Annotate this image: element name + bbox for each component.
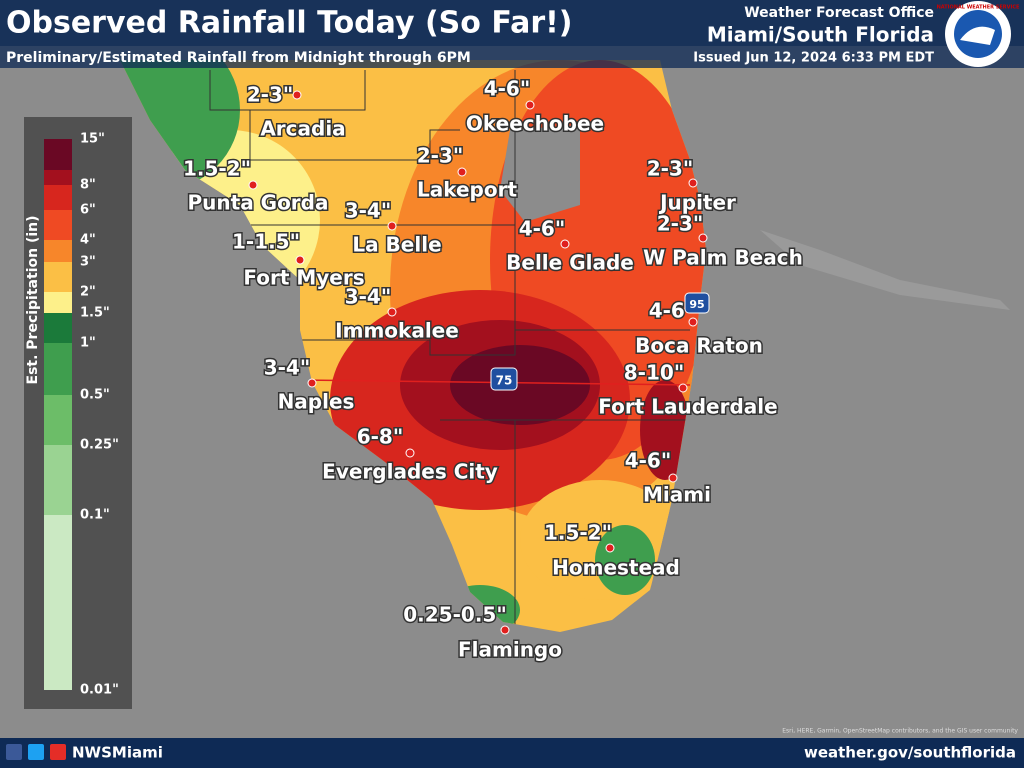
place-dot [560, 239, 570, 249]
place-dot [525, 100, 535, 110]
legend-label: 0.01" [80, 683, 119, 698]
rain-amount: 3-4" [345, 199, 392, 223]
rain-amount: 6-8" [357, 425, 404, 449]
legend-label: 3" [80, 255, 96, 270]
place-name: Punta Gorda [188, 191, 329, 215]
legend-label: 4" [80, 233, 96, 248]
place-dot [387, 221, 397, 231]
place-name: W Palm Beach [643, 246, 803, 270]
legend-swatch [44, 139, 72, 170]
legend: Est. Precipitation (in) 15" 8" 6" 4" 3" 2" 1.5… [24, 117, 132, 709]
rain-amount: 8-10" [624, 361, 684, 385]
rain-amount: 4-6" [484, 77, 531, 101]
header-bar [0, 0, 1024, 46]
legend-label: 15" [80, 132, 105, 147]
rain-amount: 1.5-2" [544, 521, 612, 545]
place-name: Belle Glade [506, 251, 634, 275]
rain-amount: 0.25-0.5" [403, 603, 507, 627]
legend-label: 0.1" [80, 508, 110, 523]
legend-label: 0.5" [80, 388, 110, 403]
place-dot [307, 378, 317, 388]
office-line: Weather Forecast Office [744, 5, 934, 21]
rain-amount: 4-6" [625, 449, 672, 473]
attribution: Esri, HERE, Garmin, OpenStreetMap contri… [782, 728, 1018, 735]
place-name: Boca Raton [635, 334, 763, 358]
rain-amount: 2-3" [647, 157, 694, 181]
place-name: Okeechobee [466, 112, 604, 136]
legend-swatch [44, 445, 72, 515]
office: Miami/South Florida [707, 23, 934, 47]
place-dot [688, 317, 698, 327]
legend-label: 0.25" [80, 438, 119, 453]
twitter-icon[interactable] [28, 744, 44, 760]
legend-swatch [44, 210, 72, 240]
social-handle[interactable]: NWSMiami [72, 744, 163, 762]
place-dot [295, 255, 305, 265]
place-name: Naples [278, 390, 355, 414]
legend-label: 1" [80, 336, 96, 351]
place-name: La Belle [352, 233, 441, 257]
place-labels: 2-3" Arcadia 4-6" Okeechobee 1.5-2" Punta Gor… [181, 75, 804, 663]
place-name: Everglades City [322, 460, 498, 484]
place-name: Miami [643, 483, 711, 507]
legend-label: 1.5" [80, 306, 110, 321]
legend-swatch [44, 313, 72, 343]
footer-bar [0, 738, 1024, 768]
place-dot [387, 307, 397, 317]
youtube-icon[interactable] [50, 744, 66, 760]
rain-amount: 3-4" [345, 285, 392, 309]
legend-label: 6" [80, 203, 96, 218]
nws-logo: NATIONAL WEATHER SERVICE [937, 1, 1020, 67]
issued: Issued Jun 12, 2024 6:33 PM EDT [693, 51, 934, 66]
rain-amount: 2-3" [657, 212, 704, 236]
place-dot [457, 167, 467, 177]
place-dot [678, 383, 688, 393]
place-name: Lakeport [417, 178, 517, 202]
legend-swatch [44, 343, 72, 395]
place-name: Flamingo [458, 638, 562, 662]
legend-swatch [44, 240, 72, 262]
place-name: Immokalee [335, 319, 459, 343]
rain-amount: 1-1.5" [232, 230, 300, 254]
place-dot [405, 448, 415, 458]
legend-swatch [44, 515, 72, 690]
place-name: Arcadia [260, 117, 345, 141]
rain-amount: 2-3" [417, 144, 464, 168]
subtitle: Preliminary/Estimated Rainfall from Midn… [6, 50, 471, 66]
logo-text: NATIONAL WEATHER SERVICE [937, 5, 1020, 11]
place-name: Jupiter [658, 191, 736, 215]
legend-label: 8" [80, 178, 96, 193]
place-dot [500, 625, 510, 635]
subheader-bar [0, 46, 1024, 68]
place-name: Homestead [552, 556, 680, 580]
rain-amount: 3-4" [264, 356, 311, 380]
legend-swatch [44, 170, 72, 185]
place-name: Fort Lauderdale [598, 395, 777, 419]
place-dot [688, 178, 698, 188]
place-name: Fort Myers [243, 266, 364, 290]
legend-label: 2" [80, 285, 96, 300]
place-dot [668, 473, 678, 483]
keys [760, 230, 1010, 310]
rain-amount: 2-3" [247, 83, 294, 107]
place-dot [605, 543, 615, 553]
shield-label: 75 [496, 374, 513, 388]
rain-amount: 1.5-2" [183, 157, 251, 181]
title: Observed Rainfall Today (So Far!) [6, 6, 573, 41]
legend-swatch [44, 292, 72, 313]
place-dot [292, 90, 302, 100]
place-dot [698, 233, 708, 243]
shield-75: 75 [490, 367, 518, 391]
shield-label: 95 [689, 298, 704, 311]
rain-amount: 4-6" [519, 217, 566, 241]
place-dot [248, 180, 258, 190]
legend-swatch [44, 262, 72, 292]
shield-95: 95 [684, 292, 710, 314]
website[interactable]: weather.gov/southflorida [804, 744, 1016, 762]
legend-title: Est. Precipitation (in) [25, 215, 41, 384]
facebook-icon[interactable] [6, 744, 22, 760]
legend-swatch [44, 395, 72, 445]
legend-swatch [44, 185, 72, 210]
